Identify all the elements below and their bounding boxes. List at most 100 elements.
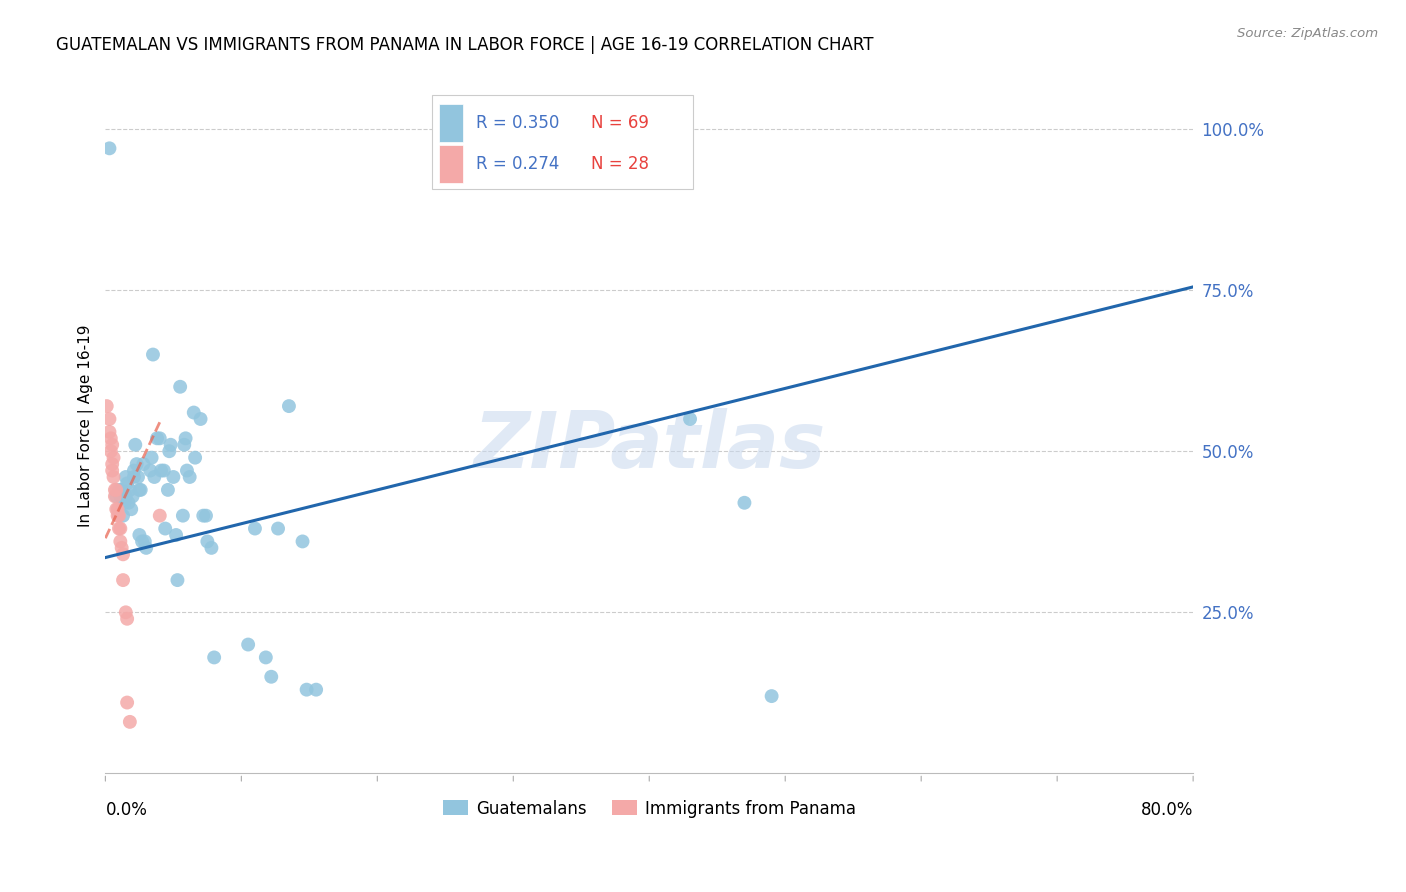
Point (111, 541, 134, 555)
Point (101, 464, 124, 478)
Point (195, 534, 218, 549)
Point (115, 612, 138, 626)
Point (118, 483, 141, 497)
Bar (439, 103, 463, 142)
Point (108, 522, 131, 536)
Point (149, 431, 172, 445)
Point (159, 438, 181, 452)
Point (172, 508, 194, 523)
Point (305, 682, 328, 697)
Text: N = 69: N = 69 (591, 114, 648, 132)
Text: R = 0.350: R = 0.350 (477, 114, 560, 132)
Point (122, 470, 145, 484)
Point (112, 573, 135, 587)
Point (156, 483, 179, 497)
Point (195, 508, 218, 523)
Point (173, 438, 195, 452)
Text: Source: ZipAtlas.com: Source: ZipAtlas.com (1237, 27, 1378, 40)
Point (114, 470, 136, 484)
Point (105, 502, 128, 516)
Text: GUATEMALAN VS IMMIGRANTS FROM PANAMA IN LABOR FORCE | AGE 16-19 CORRELATION CHAR: GUATEMALAN VS IMMIGRANTS FROM PANAMA IN … (56, 36, 873, 54)
Point (112, 508, 135, 523)
Point (291, 534, 314, 549)
Point (103, 450, 125, 465)
Point (162, 470, 184, 484)
Text: R = 0.274: R = 0.274 (477, 155, 560, 173)
Point (107, 502, 129, 516)
FancyBboxPatch shape (432, 95, 693, 189)
Point (761, 689, 783, 703)
Point (157, 444, 180, 458)
Point (98, 412, 121, 426)
Point (236, 638, 259, 652)
Point (100, 444, 122, 458)
Point (149, 508, 172, 523)
Point (124, 438, 146, 452)
Point (100, 431, 122, 445)
Point (103, 470, 125, 484)
Point (190, 412, 212, 426)
Point (143, 470, 166, 484)
Point (179, 470, 201, 484)
Point (165, 528, 187, 542)
Point (200, 541, 222, 555)
Point (278, 399, 301, 413)
Point (150, 464, 173, 478)
Point (461, 141, 484, 155)
Point (169, 380, 191, 394)
Point (112, 496, 135, 510)
Text: N = 28: N = 28 (591, 155, 648, 173)
Point (115, 696, 138, 710)
Point (166, 573, 188, 587)
Point (111, 483, 134, 497)
Point (110, 489, 132, 503)
Point (243, 522, 266, 536)
Point (101, 457, 124, 471)
Point (114, 489, 136, 503)
Point (120, 502, 142, 516)
Point (128, 528, 150, 542)
Point (105, 483, 128, 497)
Point (110, 534, 132, 549)
Point (127, 470, 149, 484)
Point (128, 483, 150, 497)
Point (98, 425, 121, 439)
Point (174, 431, 197, 445)
Point (153, 464, 176, 478)
Point (101, 438, 124, 452)
Point (121, 489, 143, 503)
Point (118, 714, 141, 729)
Point (122, 464, 145, 478)
Point (110, 522, 132, 536)
Point (733, 496, 755, 510)
Point (107, 508, 129, 523)
Point (135, 541, 157, 555)
Point (176, 464, 198, 478)
Point (139, 464, 162, 478)
Bar (439, 145, 463, 183)
Point (105, 489, 128, 503)
Point (193, 508, 215, 523)
Point (96, 399, 118, 413)
Point (295, 682, 318, 697)
Point (254, 650, 277, 665)
Point (183, 405, 205, 419)
Point (610, 148, 633, 162)
Point (98, 141, 121, 155)
Point (108, 508, 131, 523)
Point (141, 450, 163, 465)
Text: ZIPatlas: ZIPatlas (474, 409, 825, 484)
Point (134, 534, 156, 549)
Point (104, 489, 127, 503)
Point (114, 605, 136, 619)
Point (117, 496, 139, 510)
Text: 80.0%: 80.0% (1140, 801, 1194, 819)
Point (125, 457, 148, 471)
Point (679, 412, 702, 426)
Point (260, 670, 283, 684)
Point (146, 431, 169, 445)
Point (129, 483, 152, 497)
Point (142, 347, 165, 361)
Point (202, 650, 225, 665)
Point (131, 534, 153, 549)
